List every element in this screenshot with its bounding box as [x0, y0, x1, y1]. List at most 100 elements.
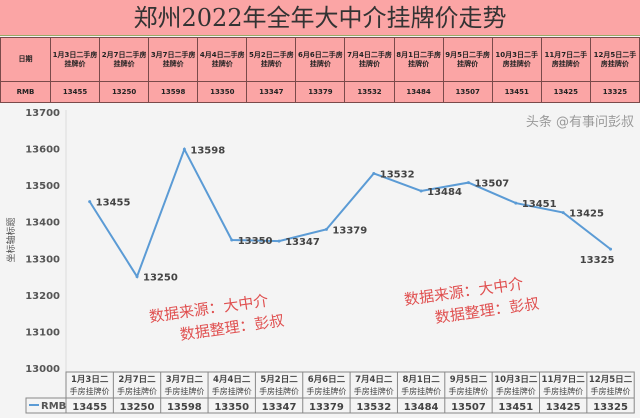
- y-tick-label: 13000: [25, 364, 60, 375]
- y-tick-label: 13100: [25, 327, 60, 338]
- data-label: 13379: [332, 225, 367, 236]
- data-table-value: 13451: [498, 402, 533, 413]
- y-tick-label: 13300: [25, 254, 60, 265]
- data-label: 13484: [427, 187, 462, 198]
- header-value-cell: 13451: [491, 81, 542, 103]
- header-value-cell: 13532: [344, 81, 395, 103]
- header-date-cell: 9月5日二手房挂牌价: [442, 37, 493, 82]
- category-label-line1: 7月4日二: [355, 375, 393, 385]
- data-table-value: 13532: [356, 402, 391, 413]
- category-label-line2: 手房挂牌价: [401, 386, 441, 396]
- data-point: [514, 201, 518, 205]
- header-value-cell: 13455: [49, 81, 101, 103]
- header-date-cell: 4月4日二手房挂牌价: [197, 37, 248, 82]
- data-label: 13451: [522, 199, 557, 210]
- header-value-row: RMB 13455 13250 13598 13350 13347 13379 13532 13…: [0, 81, 640, 103]
- data-label: 13250: [143, 273, 178, 284]
- data-label: 13425: [569, 209, 604, 220]
- data-point: [372, 171, 376, 175]
- series-line-rmb: [88, 146, 612, 279]
- header-date-cell: 1月3日二手房挂牌价: [49, 37, 101, 82]
- header-value-cell: 13507: [442, 81, 493, 103]
- header-date-cell: 8月1日二手房挂牌价: [393, 37, 444, 82]
- y-tick-label: 13500: [25, 181, 60, 192]
- category-label-line2: 手房挂牌价: [354, 386, 394, 396]
- data-point: [419, 189, 423, 193]
- data-label: 13350: [238, 236, 273, 247]
- data-table-value: 13484: [404, 402, 439, 413]
- data-point: [609, 247, 613, 251]
- category-label-line1: 4月4日二: [213, 375, 251, 385]
- category-label-line2: 手房挂牌价: [496, 386, 536, 396]
- data-point: [135, 275, 139, 279]
- header-value-cell: 13484: [393, 81, 444, 103]
- header-date-cell: 12月5日二手房挂牌价: [589, 37, 640, 82]
- header-value-cell: 13350: [197, 81, 248, 103]
- header-date-cell: 11月7日二手房挂牌价: [540, 37, 591, 82]
- data-label: 13455: [96, 198, 131, 209]
- category-label-line2: 手房挂牌价: [543, 386, 583, 396]
- header-date-cell: 6月6日二手房挂牌价: [295, 37, 346, 82]
- category-label-line2: 手房挂牌价: [259, 386, 299, 396]
- header-date-cell: 10月3日二手房挂牌价: [491, 37, 542, 82]
- category-label-line2: 手房挂牌价: [212, 386, 252, 396]
- row-label-date: 日期: [0, 37, 51, 82]
- y-axis-title: 坐标轴标题: [5, 217, 17, 262]
- data-point: [324, 227, 328, 231]
- category-label-line2: 手房挂牌价: [70, 386, 110, 396]
- header-data-table: 日期 1月3日二手房挂牌价 2月7日二手房挂牌价 3月7日二手房挂牌价 4月4日二手房挂…: [0, 37, 640, 103]
- category-label-line1: 2月7日二: [118, 375, 156, 385]
- category-label-line1: 11月7日二: [542, 375, 586, 385]
- y-tick-label: 13400: [25, 218, 60, 229]
- row-label-rmb: RMB: [0, 81, 51, 103]
- header-value-cell: 13250: [99, 81, 150, 103]
- header-date-cell: 7月4日二手房挂牌价: [344, 37, 395, 82]
- data-table-value: 13350: [214, 402, 249, 413]
- header-value-cell: 13347: [246, 81, 297, 103]
- data-table-value: 13250: [120, 402, 155, 413]
- category-label-line1: 9月5日二: [450, 375, 488, 385]
- category-label-line1: 1月3日二: [71, 375, 109, 385]
- header-value-cell: 13598: [148, 81, 199, 103]
- data-point: [230, 238, 234, 242]
- category-label-line1: 6月6日二: [308, 375, 346, 385]
- data-label: 13598: [190, 145, 225, 156]
- header-date-row: 日期 1月3日二手房挂牌价 2月7日二手房挂牌价 3月7日二手房挂牌价 4月4日二手房挂…: [0, 37, 640, 82]
- data-point: [182, 147, 186, 151]
- category-label-line2: 手房挂牌价: [117, 386, 157, 396]
- y-tick-label: 13700: [25, 108, 60, 119]
- platform-watermark: 头条 @有事问彭叔: [526, 114, 634, 130]
- data-point: [561, 211, 565, 215]
- data-table-value: 13507: [451, 402, 486, 413]
- category-label-line2: 手房挂牌价: [164, 386, 204, 396]
- line-chart: 13000 13100 13200 13300 13400 13500 13600 13700…: [5, 108, 635, 414]
- data-label: 13507: [474, 179, 509, 190]
- data-table-value: 13425: [546, 402, 581, 413]
- header-date-cell: 2月7日二手房挂牌价: [99, 37, 150, 82]
- data-point: [88, 200, 92, 204]
- header-value-cell: 13379: [295, 81, 346, 103]
- data-table-value: 13598: [167, 402, 202, 413]
- y-tick-label: 13200: [25, 291, 60, 302]
- category-label-line1: 5月2日二: [260, 375, 298, 385]
- header-date-cell: 3月7日二手房挂牌价: [148, 37, 199, 82]
- category-label-line1: 12月5日二: [589, 375, 633, 385]
- chart-title: 郑州2022年全年大中介挂牌价走势: [0, 0, 640, 36]
- category-label-line2: 手房挂牌价: [306, 386, 346, 396]
- category-label-line1: 8月1日二: [402, 375, 440, 385]
- legend-cell: [25, 397, 67, 414]
- header-date-cell: 5月2日二手房挂牌价: [246, 37, 297, 82]
- category-label-line1: 10月3日二: [494, 375, 538, 385]
- header-value-cell: 13425: [540, 81, 591, 103]
- data-table-value: 13379: [309, 402, 344, 413]
- data-label: 13325: [580, 255, 615, 266]
- header-value-cell: 13325: [589, 81, 640, 103]
- data-point: [277, 239, 281, 243]
- category-label-line2: 手房挂牌价: [448, 386, 488, 396]
- data-label: 13532: [380, 169, 415, 180]
- y-tick-label: 13600: [25, 145, 60, 156]
- category-label-line1: 3月7日二: [166, 375, 204, 385]
- legend-label: RMB: [41, 401, 66, 412]
- data-point: [466, 181, 470, 185]
- category-label-line2: 手房挂牌价: [591, 386, 631, 396]
